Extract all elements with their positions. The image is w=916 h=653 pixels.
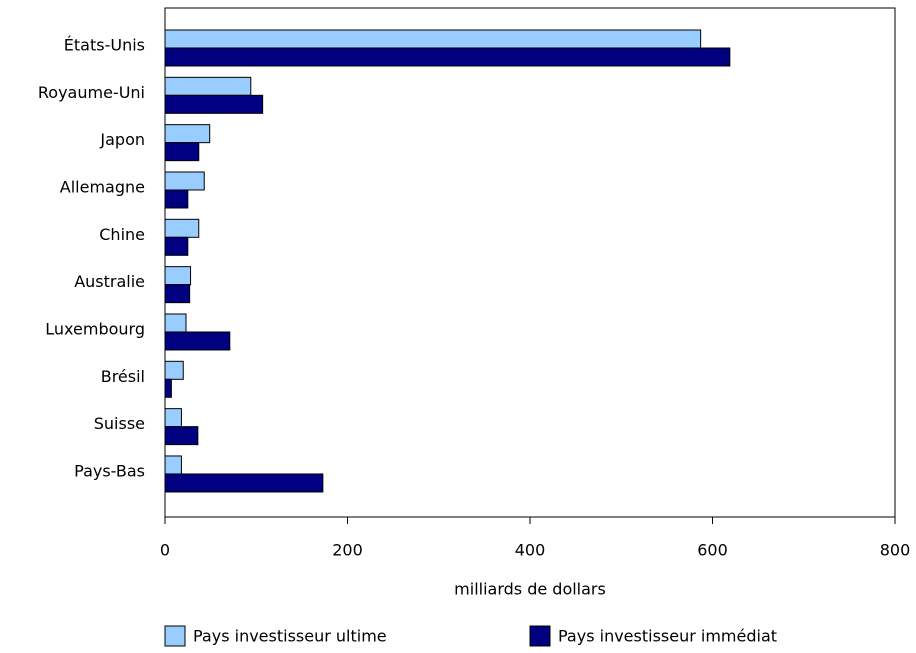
x-tick-label: 400 — [515, 541, 546, 560]
bar — [164, 171, 205, 191]
bar — [164, 455, 182, 475]
legend-label: Pays investisseur ultime — [193, 627, 387, 646]
plot-frame — [164, 7, 896, 518]
bar — [164, 426, 199, 446]
bar — [164, 76, 252, 96]
bar — [164, 378, 172, 398]
bar — [164, 236, 189, 256]
y-tick-label: États-Unis — [64, 36, 145, 55]
bar — [164, 473, 324, 493]
bar — [164, 284, 191, 304]
y-tick-label: Pays-Bas — [74, 461, 145, 480]
legend-label: Pays investisseur immédiat — [558, 627, 777, 646]
legend-swatch — [529, 625, 551, 647]
bar — [164, 360, 184, 380]
legend-swatch — [164, 625, 186, 647]
bar — [164, 408, 182, 428]
y-tick-label: Royaume-Uni — [38, 83, 145, 102]
bar — [164, 313, 187, 333]
x-tick-label: 200 — [332, 541, 363, 560]
bar — [164, 47, 731, 67]
bar — [164, 94, 264, 114]
bar — [164, 331, 231, 351]
bar — [164, 189, 189, 209]
y-tick-label: Brésil — [101, 367, 145, 386]
x-axis-label: milliards de dollars — [454, 580, 606, 599]
x-tick-label: 600 — [697, 541, 728, 560]
bar — [164, 142, 200, 162]
x-tick-label: 800 — [880, 541, 911, 560]
y-tick-label: Suisse — [94, 414, 145, 433]
bar — [164, 218, 200, 238]
bar — [164, 124, 211, 144]
y-tick-label: Chine — [99, 225, 145, 244]
y-tick-label: Australie — [74, 272, 145, 291]
x-tick-label: 0 — [160, 541, 170, 560]
y-tick-label: Japon — [99, 130, 145, 149]
bar — [164, 29, 702, 49]
y-tick-label: Luxembourg — [45, 319, 145, 338]
y-tick-label: Allemagne — [60, 177, 145, 196]
bar — [164, 266, 192, 286]
